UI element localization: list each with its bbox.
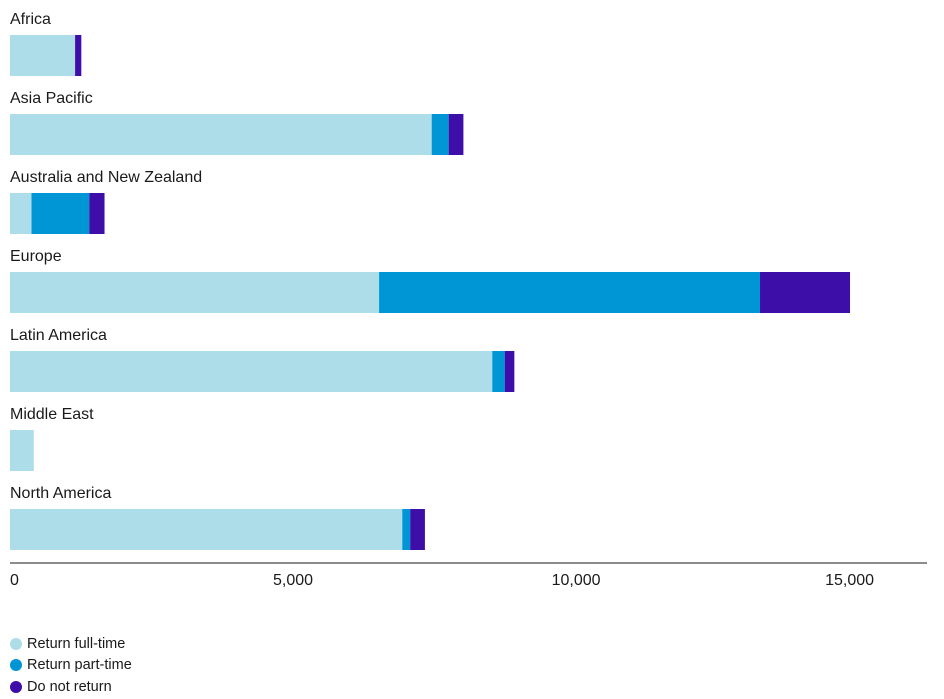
- bar-segment: [75, 35, 82, 76]
- category-label: Australia and New Zealand: [10, 169, 202, 186]
- legend-label: Do not return: [27, 678, 112, 695]
- bar-segment: [431, 114, 449, 155]
- legend-swatch: [10, 637, 22, 650]
- bar-segment: [410, 509, 425, 550]
- x-tick-label: 5,000: [273, 572, 313, 589]
- x-tick-label: 0: [10, 572, 19, 589]
- bar-segment: [402, 509, 411, 550]
- legend: Return full-time Return part-time Do not…: [10, 633, 132, 698]
- bar-segment: [760, 272, 851, 313]
- legend-label: Return full-time: [27, 635, 126, 652]
- legend-swatch: [10, 659, 22, 672]
- legend-swatch: [10, 680, 22, 693]
- legend-label: Return part-time: [27, 657, 132, 674]
- bar-segment: [10, 193, 32, 234]
- bar-segment: [379, 272, 761, 313]
- legend-item: Do not return: [10, 676, 132, 698]
- bar-segment: [10, 272, 380, 313]
- category-label: Africa: [10, 11, 51, 28]
- category-label: Europe: [10, 248, 62, 265]
- x-tick-label: 10,000: [552, 572, 601, 589]
- legend-item: Return part-time: [10, 655, 132, 677]
- bar-segment: [89, 193, 105, 234]
- category-label: Latin America: [10, 327, 107, 344]
- bar-segment: [10, 430, 34, 471]
- bar-segment: [10, 35, 76, 76]
- bar-segment: [10, 509, 403, 550]
- category-label: Asia Pacific: [10, 90, 93, 107]
- bar-segment: [492, 351, 505, 392]
- bar-segment: [10, 351, 493, 392]
- bar-segment: [10, 114, 432, 155]
- legend-item: Return full-time: [10, 633, 132, 655]
- category-label: North America: [10, 485, 111, 502]
- x-tick-label: 15,000: [825, 572, 874, 589]
- category-label: Middle East: [10, 406, 94, 423]
- bar-segment: [448, 114, 464, 155]
- bar-segment: [504, 351, 515, 392]
- bar-segment: [31, 193, 90, 234]
